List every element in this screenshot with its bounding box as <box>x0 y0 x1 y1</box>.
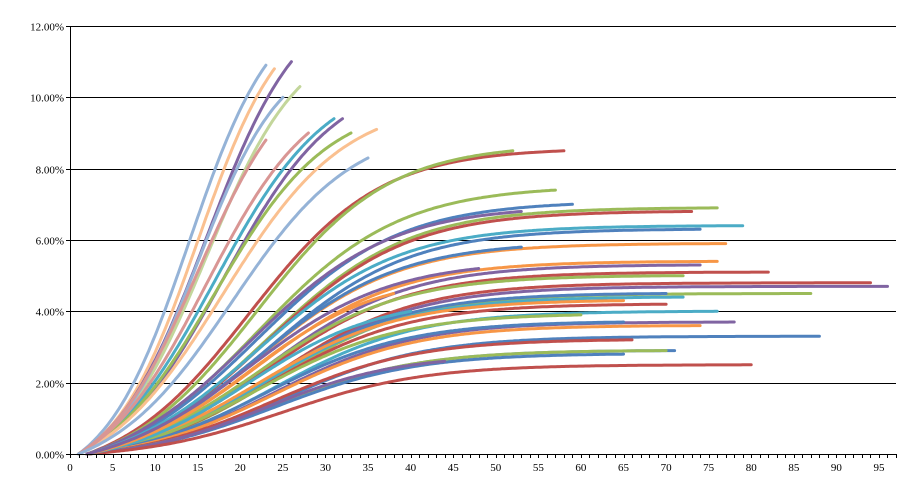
x-tick-label: 15 <box>192 462 204 474</box>
y-tick-label: 0.00% <box>36 450 64 462</box>
series-line-12 <box>77 156 370 456</box>
series-line-45 <box>85 359 447 456</box>
axes <box>66 26 897 458</box>
series-line-35 <box>85 299 625 456</box>
series-line-9 <box>77 131 353 456</box>
x-tick-label: 60 <box>575 462 587 474</box>
y-axis-tick-labels: 0.00% 2.00% 4.00% 6.00% 8.00% 10.00% 12.00% <box>30 22 64 462</box>
x-tick-label: 10 <box>150 462 162 474</box>
series-line-36 <box>85 313 583 456</box>
y-tick-label: 10.00% <box>30 93 64 105</box>
y-tick-label: 8.00% <box>36 165 64 177</box>
series-line-39 <box>85 324 702 456</box>
series-line-14 <box>85 149 515 456</box>
y-tick-label: 6.00% <box>36 236 64 248</box>
y-tick-label: 2.00% <box>36 379 64 391</box>
x-tick-label: 55 <box>533 462 545 474</box>
series-line-11 <box>77 131 310 456</box>
x-tick-label: 85 <box>788 462 800 474</box>
x-tick-label: 45 <box>448 462 460 474</box>
series-line-17 <box>85 210 523 456</box>
x-tick-label: 75 <box>703 462 715 474</box>
series-line-7 <box>77 117 336 456</box>
x-tick-label: 35 <box>363 462 375 474</box>
x-tick-label: 5 <box>110 462 116 474</box>
series-line-38 <box>85 320 625 456</box>
series-line-48 <box>85 292 396 456</box>
series-lines <box>77 60 889 456</box>
x-tick-label: 80 <box>746 462 758 474</box>
x-tick-label: 95 <box>873 462 885 474</box>
series-line-27 <box>85 274 685 456</box>
x-tick-label: 65 <box>618 462 630 474</box>
x-tick-label: 40 <box>405 462 417 474</box>
x-tick-label: 30 <box>320 462 332 474</box>
x-tick-label: 50 <box>490 462 502 474</box>
x-axis-tick-labels: 0 5 10 15 20 25 30 35 40 45 50 55 60 65 70 75 80 85 90 95 <box>67 462 885 474</box>
series-line-1 <box>77 63 268 456</box>
y-tick-label: 12.00% <box>30 22 64 34</box>
x-tick-label: 90 <box>831 462 843 474</box>
y-tick-label: 4.00% <box>36 307 64 319</box>
series-line-13 <box>85 149 566 456</box>
series-line-46 <box>85 363 753 456</box>
x-tick-label: 25 <box>277 462 289 474</box>
series-line-10 <box>77 127 379 456</box>
x-tick-label: 0 <box>67 462 73 474</box>
x-tick-label: 20 <box>235 462 247 474</box>
x-tick-label: 70 <box>661 462 673 474</box>
series-line-16 <box>85 202 574 456</box>
series-line-47 <box>85 309 413 456</box>
series-line-6 <box>77 138 268 456</box>
series-line-49 <box>85 267 481 456</box>
series-line-20 <box>85 224 745 456</box>
